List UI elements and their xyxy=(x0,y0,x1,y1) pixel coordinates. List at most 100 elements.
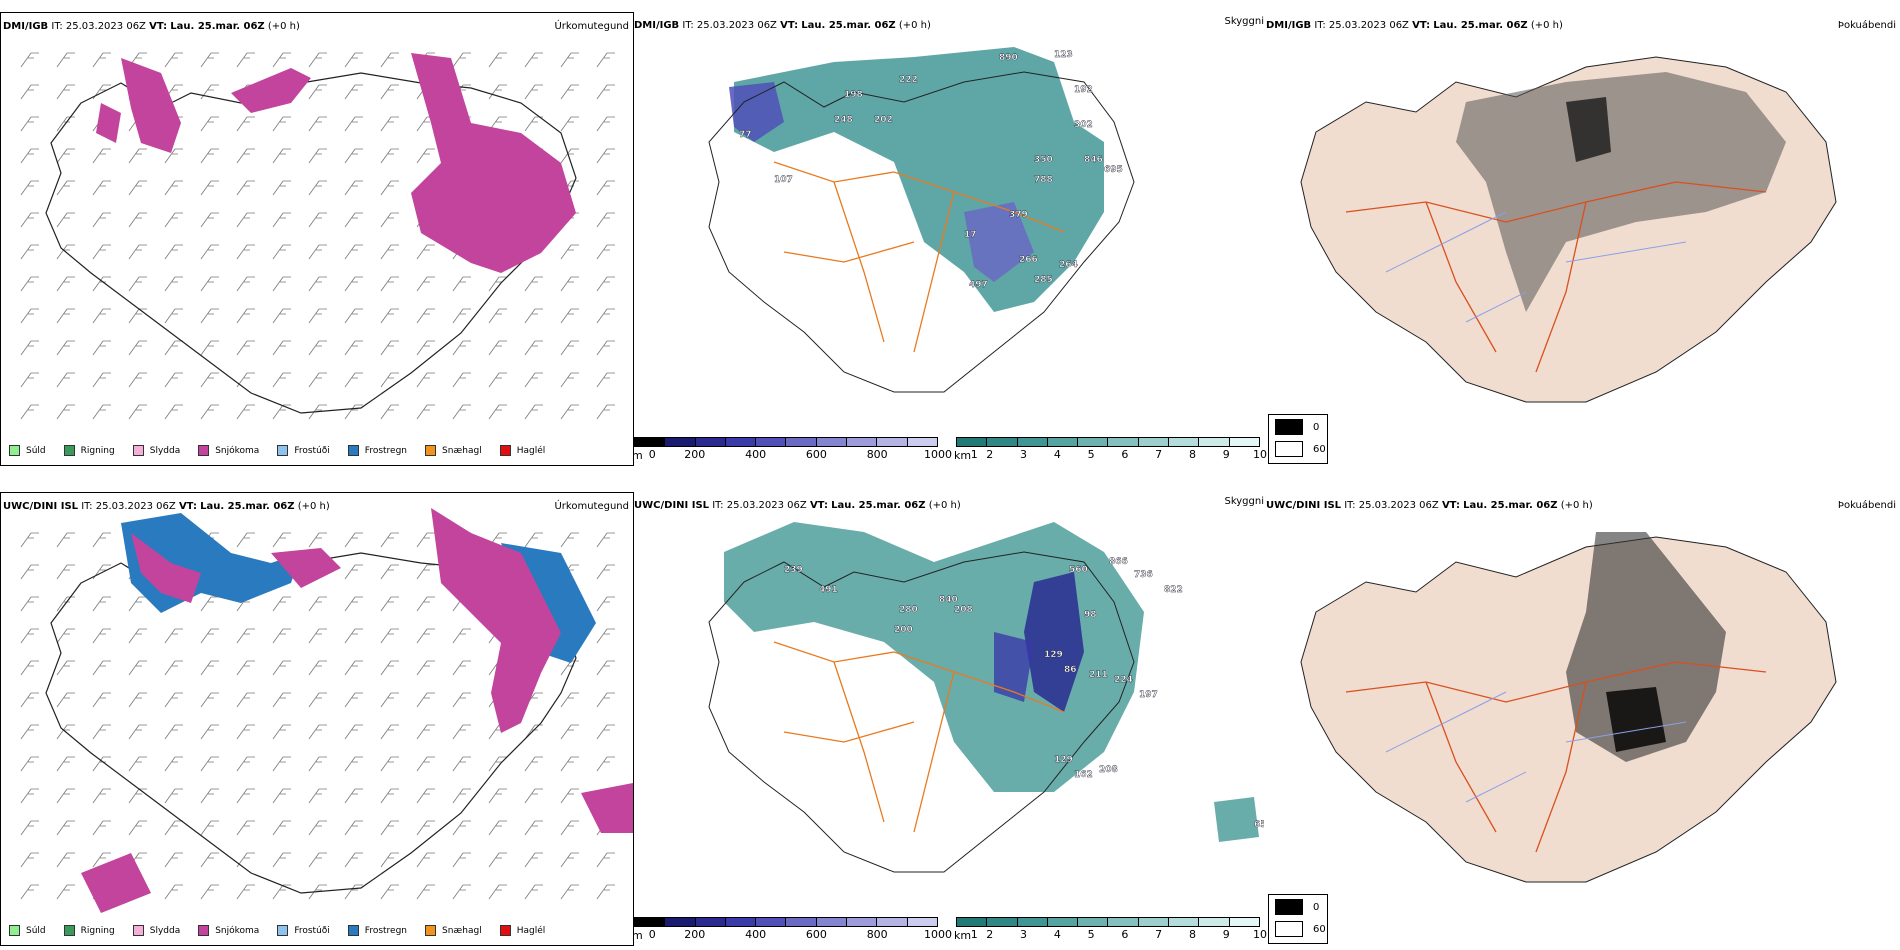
wind-barb xyxy=(200,180,219,196)
cloud-value-label: 222 xyxy=(899,75,918,85)
colorbar-ticks-m: 0 200 400 600 800 1000 xyxy=(634,447,952,461)
colorbar-tick-label: 2 xyxy=(986,448,994,461)
wind-barb xyxy=(272,212,291,228)
wind-barb xyxy=(164,404,183,420)
legend-item: Snæhagl xyxy=(425,925,482,936)
wind-barb xyxy=(200,372,219,388)
wind-barb xyxy=(416,884,435,900)
wind-barb xyxy=(20,404,39,420)
wind-barb xyxy=(308,52,327,68)
wind-barb xyxy=(272,692,291,708)
wind-barb xyxy=(56,404,75,420)
wind-barb xyxy=(488,308,507,324)
wind-barb xyxy=(200,692,219,708)
wind-barb xyxy=(20,852,39,868)
wind-barb xyxy=(380,756,399,772)
colorbar-tick-label: 400 xyxy=(745,448,767,461)
colorbar-swatch xyxy=(907,438,937,446)
colorbar-tick-label: 5 xyxy=(1087,448,1095,461)
wind-barb xyxy=(560,340,579,356)
wind-barb xyxy=(128,180,147,196)
wind-barb xyxy=(272,148,291,164)
wind-barb xyxy=(488,372,507,388)
wind-barb xyxy=(128,276,147,292)
colorbar-ticks-km: 1 2 3 4 5 6 7 8 9 10 xyxy=(956,927,1267,941)
legend-item: Frostregn xyxy=(347,445,407,456)
wind-barb xyxy=(416,820,435,836)
wind-barb xyxy=(524,884,543,900)
wind-barb xyxy=(488,276,507,292)
legend-item: Frostúði xyxy=(277,445,330,456)
fog-map-top xyxy=(1300,56,1837,403)
wind-barb xyxy=(272,660,291,676)
panel-title: DMI/IGB IT: 25.03.2023 06Z VT: Lau. 25.m… xyxy=(634,20,931,31)
wind-barb xyxy=(560,84,579,100)
wind-barb xyxy=(236,532,255,548)
colorbar-swatch xyxy=(987,918,1018,926)
colorbar-swatch xyxy=(1078,438,1109,446)
wind-barb xyxy=(128,788,147,804)
cloud-value-label: 248 xyxy=(834,115,853,125)
colorbar-boxes-km xyxy=(956,917,1260,927)
wind-barb xyxy=(596,660,615,676)
cloud-labels: 123 192 302 350 846 788 695 379 266 497 264 285 890 2… xyxy=(739,50,1123,290)
wind-barb xyxy=(380,788,399,804)
wind-barb xyxy=(308,276,327,292)
wind-barb xyxy=(452,628,471,644)
wind-barb xyxy=(56,276,75,292)
snow-area-1 xyxy=(121,58,181,153)
wind-barb xyxy=(92,692,111,708)
blue-vis-area-2 xyxy=(964,202,1034,282)
land-fill xyxy=(1300,536,1837,883)
colorbar-swatch xyxy=(1199,438,1230,446)
cloud-value-label: 285 xyxy=(1034,275,1053,285)
cloud-value-label: 224 xyxy=(1114,675,1133,685)
wind-barb xyxy=(416,340,435,356)
wind-barb xyxy=(164,628,183,644)
wind-barb xyxy=(560,276,579,292)
wind-barb xyxy=(92,148,111,164)
wind-barb xyxy=(596,308,615,324)
wind-barb xyxy=(344,628,363,644)
wind-barb xyxy=(20,52,39,68)
wind-barb xyxy=(272,404,291,420)
wind-barb xyxy=(200,660,219,676)
panel-type-label: Úrkomutegund xyxy=(554,501,629,512)
wind-barb xyxy=(200,724,219,740)
wind-barb xyxy=(56,84,75,100)
wind-barb xyxy=(92,820,111,836)
colorbar-swatch xyxy=(907,918,937,926)
wind-barb xyxy=(56,244,75,260)
colorbar-tick-label: 1 xyxy=(970,928,978,941)
wind-barb xyxy=(596,276,615,292)
colorbar-tick-label: 600 xyxy=(805,928,827,941)
wind-barb xyxy=(344,756,363,772)
colorbar-tick-label: 7 xyxy=(1155,928,1163,941)
colorbar-tick-label: 1000 xyxy=(924,928,952,941)
colorbar-swatch xyxy=(756,438,787,446)
wind-barb xyxy=(20,116,39,132)
wind-barb xyxy=(488,852,507,868)
wind-barb xyxy=(524,116,543,132)
blue-vis-area-2 xyxy=(994,632,1034,702)
colorbar-tick-label: 3 xyxy=(1020,928,1028,941)
colorbar-swatch xyxy=(1229,918,1259,926)
wind-barb xyxy=(92,596,111,612)
wind-barb xyxy=(524,52,543,68)
wind-barb xyxy=(308,660,327,676)
wind-barb xyxy=(128,596,147,612)
wind-barb xyxy=(92,340,111,356)
wind-barb xyxy=(56,788,75,804)
fog-legend-row: 60 xyxy=(1275,921,1326,937)
wind-barb xyxy=(164,212,183,228)
colorbar-swatch xyxy=(1199,918,1230,926)
wind-barb xyxy=(164,244,183,260)
wind-barb xyxy=(344,820,363,836)
wind-barb xyxy=(128,244,147,260)
wind-barb xyxy=(164,276,183,292)
wind-barb xyxy=(560,372,579,388)
wind-barb xyxy=(524,532,543,548)
wind-barb xyxy=(236,692,255,708)
colorbar-tick-label: 800 xyxy=(866,448,888,461)
